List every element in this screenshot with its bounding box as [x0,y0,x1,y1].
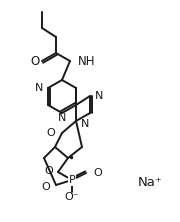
Text: O: O [30,54,40,67]
Text: N: N [35,83,43,93]
Text: Na⁺: Na⁺ [138,176,163,188]
Text: O: O [41,182,50,192]
Text: N: N [95,91,103,101]
Text: NH: NH [78,54,96,67]
Text: N: N [81,119,89,129]
Text: O: O [44,166,53,176]
Text: N: N [58,113,66,123]
Text: O: O [93,168,102,178]
Text: O⁻: O⁻ [65,192,79,202]
Text: O: O [46,128,55,138]
Text: P: P [69,175,75,185]
